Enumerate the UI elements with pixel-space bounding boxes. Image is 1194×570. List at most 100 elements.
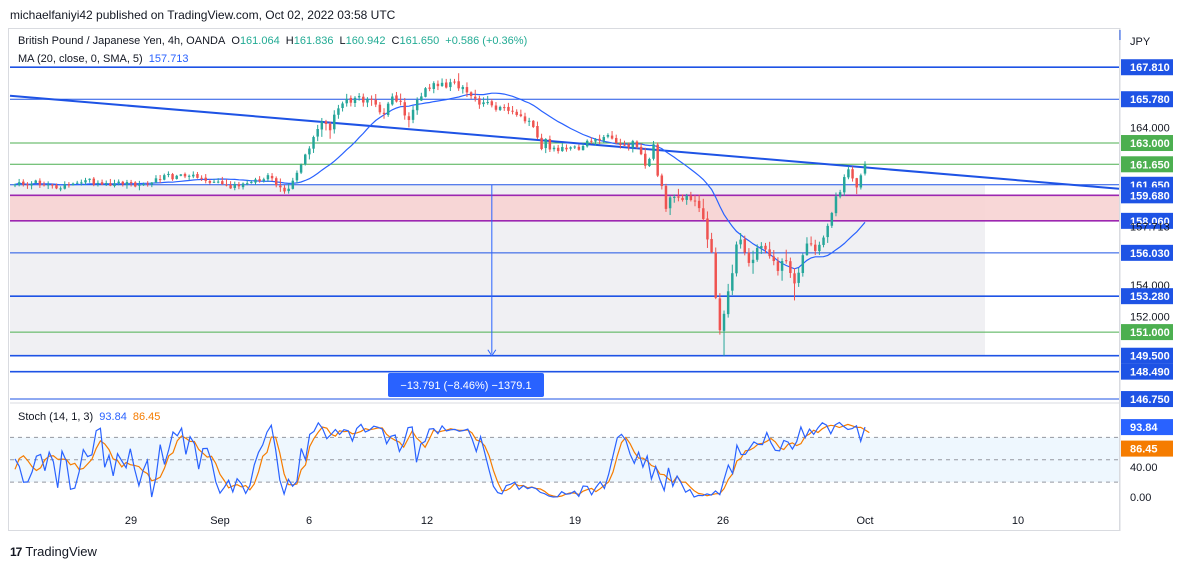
candle-body[interactable] — [80, 182, 83, 184]
candle-body[interactable] — [809, 243, 813, 245]
candle-body[interactable] — [656, 144, 659, 176]
candle-body[interactable] — [337, 108, 340, 115]
candle-body[interactable] — [17, 182, 21, 186]
candle-body[interactable] — [594, 139, 597, 142]
candle-body[interactable] — [104, 183, 108, 185]
candle-body[interactable] — [544, 139, 547, 149]
candle-body[interactable] — [320, 121, 324, 130]
candle-body[interactable] — [639, 146, 643, 155]
candle-body[interactable] — [424, 88, 427, 97]
candle-body[interactable] — [38, 180, 42, 186]
candle-body[interactable] — [63, 184, 66, 189]
candle-body[interactable] — [681, 197, 684, 201]
candle-body[interactable] — [652, 144, 655, 159]
candle-body[interactable] — [822, 237, 825, 245]
candle-body[interactable] — [722, 313, 726, 331]
candle-body[interactable] — [536, 126, 539, 138]
candle-body[interactable] — [370, 98, 373, 100]
candle-body[interactable] — [739, 239, 742, 245]
candle-body[interactable] — [121, 181, 125, 185]
candle-body[interactable] — [158, 179, 162, 181]
candle-body[interactable] — [175, 175, 178, 179]
candle-body[interactable] — [92, 178, 96, 185]
candle-body[interactable] — [26, 184, 29, 186]
candle-body[interactable] — [274, 178, 278, 186]
candle-body[interactable] — [407, 116, 411, 121]
candle-body[interactable] — [316, 128, 319, 137]
candle-body[interactable] — [818, 244, 821, 252]
candle-body[interactable] — [772, 256, 776, 262]
candle-body[interactable] — [187, 175, 191, 177]
candle-body[interactable] — [229, 185, 232, 189]
candle-body[interactable] — [614, 137, 618, 144]
candle-body[interactable] — [96, 182, 100, 184]
candle-body[interactable] — [30, 183, 33, 186]
candle-body[interactable] — [436, 83, 440, 87]
candle-body[interactable] — [581, 146, 585, 151]
candle-body[interactable] — [863, 164, 867, 174]
candle-body[interactable] — [577, 146, 581, 150]
candle-body[interactable] — [328, 123, 332, 131]
candle-body[interactable] — [561, 146, 564, 152]
candle-body[interactable] — [295, 172, 299, 181]
candle-body[interactable] — [308, 148, 311, 155]
candle-body[interactable] — [461, 86, 465, 90]
candle-body[interactable] — [693, 200, 697, 202]
stoch-label[interactable]: Stoch (14, 1, 3) — [18, 411, 94, 423]
candle-body[interactable] — [374, 99, 377, 105]
candle-body[interactable] — [532, 120, 535, 127]
candle-body[interactable] — [851, 169, 854, 179]
candle-body[interactable] — [834, 196, 838, 214]
candle-body[interactable] — [100, 182, 104, 185]
candle-body[interactable] — [138, 184, 141, 186]
candle-body[interactable] — [233, 183, 236, 188]
candle-body[interactable] — [511, 110, 514, 112]
candle-body[interactable] — [673, 196, 676, 198]
candle-body[interactable] — [171, 174, 174, 180]
candle-body[interactable] — [283, 187, 286, 192]
candle-body[interactable] — [349, 97, 353, 103]
candle-body[interactable] — [266, 175, 270, 180]
candle-body[interactable] — [270, 175, 274, 179]
candle-body[interactable] — [42, 184, 46, 186]
candle-body[interactable] — [573, 146, 576, 148]
candle-body[interactable] — [552, 147, 556, 150]
candle-body[interactable] — [212, 181, 216, 183]
candle-body[interactable] — [731, 273, 734, 291]
candle-body[interactable] — [382, 112, 386, 115]
candle-body[interactable] — [710, 238, 713, 253]
candle-body[interactable] — [507, 106, 510, 111]
candle-body[interactable] — [208, 180, 212, 183]
candle-body[interactable] — [847, 169, 850, 178]
candle-body[interactable] — [830, 212, 834, 226]
candle-body[interactable] — [689, 195, 693, 201]
candle-body[interactable] — [797, 272, 800, 283]
candle-body[interactable] — [179, 174, 183, 176]
candle-body[interactable] — [117, 181, 120, 184]
candle-body[interactable] — [142, 183, 145, 186]
candle-body[interactable] — [357, 96, 361, 98]
candle-body[interactable] — [150, 182, 154, 185]
candle-body[interactable] — [565, 147, 568, 150]
candle-body[interactable] — [474, 96, 477, 99]
candle-body[interactable] — [660, 175, 664, 187]
candle-body[interactable] — [726, 291, 730, 315]
candle-body[interactable] — [362, 96, 365, 103]
candle-body[interactable] — [258, 179, 261, 182]
candle-body[interactable] — [129, 182, 133, 184]
candle-body[interactable] — [843, 177, 846, 193]
candle-body[interactable] — [685, 195, 688, 200]
candle-body[interactable] — [415, 99, 419, 111]
candle-body[interactable] — [486, 102, 489, 104]
candle-body[interactable] — [784, 260, 788, 262]
candle-body[interactable] — [619, 143, 622, 145]
candle-body[interactable] — [216, 181, 220, 183]
candle-body[interactable] — [805, 243, 809, 256]
candle-body[interactable] — [519, 114, 523, 117]
candle-body[interactable] — [134, 182, 137, 187]
candle-body[interactable] — [855, 178, 858, 188]
candle-body[interactable] — [428, 87, 431, 89]
candle-body[interactable] — [449, 82, 452, 88]
candle-body[interactable] — [341, 103, 344, 109]
